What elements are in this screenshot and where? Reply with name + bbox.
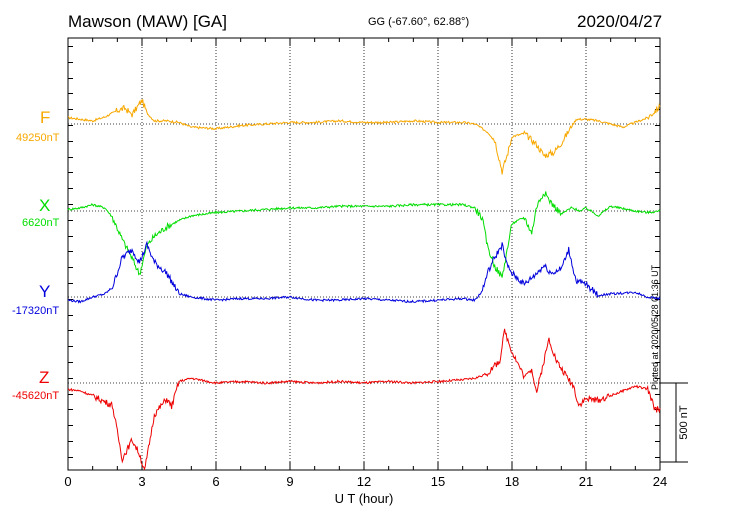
- scale-bar-label: 500 nT: [678, 405, 690, 440]
- x-tick-label-12: 12: [357, 474, 371, 489]
- baseline-label-f: 49250nT: [16, 132, 60, 144]
- series-line-y: [67, 240, 661, 304]
- x-tick-label-18: 18: [505, 474, 519, 489]
- x-tick-label-3: 3: [138, 474, 145, 489]
- date-title: 2020/04/27: [577, 12, 663, 31]
- x-axis-title: U T (hour): [335, 491, 394, 506]
- x-tick-label-9: 9: [286, 474, 293, 489]
- station-title: Mawson (MAW) [GA]: [68, 12, 227, 31]
- x-tick-label-24: 24: [653, 474, 667, 489]
- series-line-z: [68, 328, 661, 471]
- baseline-label-y: -17320nT: [12, 305, 60, 317]
- component-label-f: F: [40, 108, 51, 127]
- x-tick-label-21: 21: [579, 474, 593, 489]
- series-line-x: [67, 191, 661, 278]
- x-tick-label-6: 6: [212, 474, 219, 489]
- x-tick-label-0: 0: [64, 474, 71, 489]
- component-label-z: Z: [39, 368, 50, 387]
- component-label-y: Y: [39, 282, 51, 301]
- geographic-coordinates: GG (-67.60°, 62.88°): [368, 16, 470, 28]
- component-label-x: X: [39, 196, 51, 215]
- baseline-label-z: -45620nT: [12, 390, 60, 402]
- x-tick-label-15: 15: [431, 474, 445, 489]
- series-line-f: [67, 99, 661, 175]
- baseline-label-x: 6620nT: [22, 217, 60, 229]
